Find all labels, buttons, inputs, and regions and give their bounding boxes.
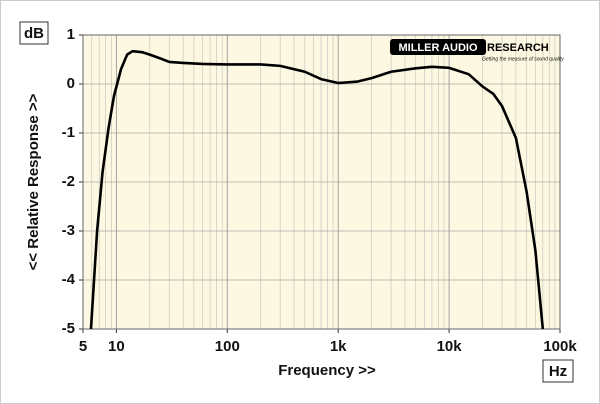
y-tick-label: -5: [62, 320, 75, 337]
y-tick-label: 1: [67, 26, 75, 43]
response-line: [89, 49, 545, 330]
logo-text: RESEARCH: [487, 42, 549, 54]
y-tick-label: -2: [62, 173, 75, 190]
unit-box: [19, 21, 49, 45]
y-tick-label: -4: [62, 271, 76, 288]
unit-box: [542, 359, 574, 383]
x-tick-label: 100: [215, 338, 240, 355]
logo-tagline: Getting the measure of sound quality: [482, 56, 564, 62]
y-unit-label: dB: [24, 25, 44, 42]
plot-border: [82, 34, 561, 330]
x-tick-label: 100k: [543, 338, 577, 355]
x-tick-label: 10k: [437, 338, 463, 355]
y-tick-label: 0: [67, 75, 75, 92]
x-axis-title: Frequency >>: [278, 362, 376, 379]
x-unit-label: Hz: [549, 363, 567, 380]
y-tick-label: -1: [62, 124, 75, 141]
x-tick-label: 5: [79, 338, 87, 355]
logo-badge: [390, 39, 486, 55]
y-tick-label: -3: [62, 222, 75, 239]
x-tick-label: 10: [108, 338, 125, 355]
x-tick-label: 1k: [330, 338, 347, 355]
plot-area: 10-1-2-3-4-55 10 100 1k 10k 100k: [62, 26, 578, 355]
logo-text: MILLER AUDIO: [398, 42, 477, 54]
y-axis-title: << Relative Response >>: [25, 93, 42, 270]
